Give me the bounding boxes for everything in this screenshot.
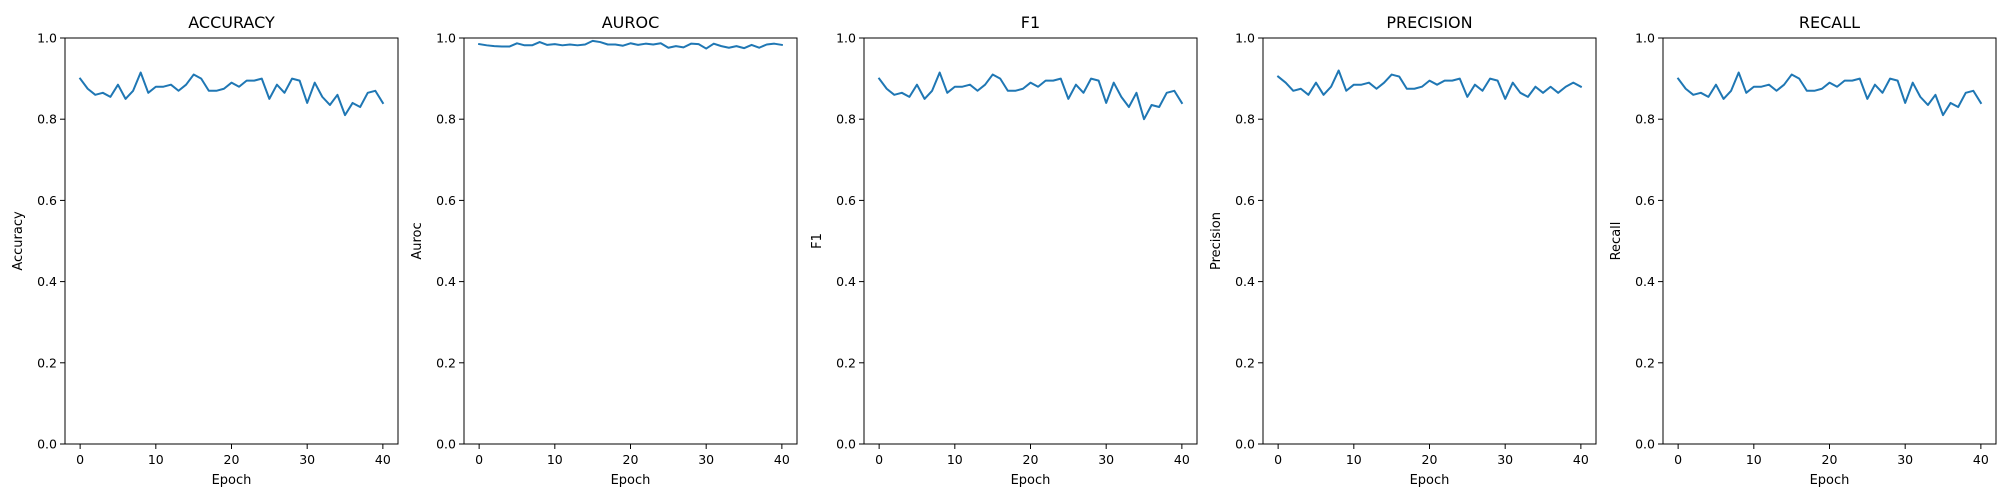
x-tick-label-recall-30: 30 [1897,452,1913,467]
y-tick-label-f1-1.0: 1.0 [836,31,856,46]
plot-frame-precision [1262,37,1597,445]
x-tick-label-accuracy-10: 10 [148,452,164,467]
series-line-auroc [477,39,784,50]
x-tick-label-precision-20: 20 [1422,452,1438,467]
x-tick-label-auroc-10: 10 [547,452,563,467]
x-tick-label-recall-40: 40 [1973,452,1989,467]
chart-title-recall: RECALL [1799,13,1860,32]
y-tick-label-auroc-0.0: 0.0 [436,437,456,452]
y-tick-label-recall-0.0: 0.0 [1635,437,1655,452]
x-tick-label-f1-40: 40 [1174,452,1190,467]
x-tick-label-f1-20: 20 [1023,452,1039,467]
chart-title-precision: PRECISION [1386,13,1472,32]
x-tick-label-precision-0: 0 [1274,452,1282,467]
y-tick-label-precision-0.2: 0.2 [1235,355,1255,370]
panel-f1: 0 10 20 30 40 0.0 0.2 0.4 0.6 0.8 1.0 F1 Epoch F1 [810,13,1198,488]
y-tick-label-auroc-0.6: 0.6 [436,193,456,208]
x-tick-label-f1-0: 0 [875,452,883,467]
y-axis-label-recall: Recall [1609,222,1624,261]
y-tick-label-accuracy-0.6: 0.6 [37,193,57,208]
x-axis-label-accuracy: Epoch [212,473,252,488]
y-tick-label-auroc-0.4: 0.4 [436,274,456,289]
y-tick-label-f1-0.6: 0.6 [836,193,856,208]
x-tick-label-recall-20: 20 [1822,452,1838,467]
x-tick-label-accuracy-40: 40 [375,452,391,467]
y-tick-label-recall-1.0: 1.0 [1635,31,1655,46]
series-line-precision [1276,69,1583,100]
y-tick-label-auroc-1.0: 1.0 [436,31,456,46]
x-tick-label-f1-30: 30 [1098,452,1114,467]
y-tick-label-recall-0.6: 0.6 [1635,193,1655,208]
plot-frame-f1 [863,37,1198,445]
y-axis-label-precision: Precision [1209,212,1224,270]
y-tick-label-recall-0.2: 0.2 [1635,355,1655,370]
chart-title-auroc: AUROC [602,13,660,32]
y-tick-label-auroc-0.8: 0.8 [436,112,456,127]
x-tick-label-precision-10: 10 [1346,452,1362,467]
series-line-recall [1676,71,1983,117]
series-line-accuracy [78,71,385,117]
x-axis-label-precision: Epoch [1410,473,1450,488]
y-tick-label-precision-0.6: 0.6 [1235,193,1255,208]
panel-precision: 0 10 20 30 40 0.0 0.2 0.4 0.6 0.8 1.0 PRECISION Epoc… [1209,13,1597,488]
y-tick-label-f1-0.4: 0.4 [836,274,856,289]
panel-recall: 0 10 20 30 40 0.0 0.2 0.4 0.6 0.8 1.0 RECALL Epoch Re… [1609,13,1997,488]
panel-accuracy: 0 10 20 30 40 0.0 0.2 0.4 0.6 0.8 1.0 ACCURACY Epoch… [11,13,399,488]
y-tick-label-precision-0.4: 0.4 [1235,274,1255,289]
y-tick-label-f1-0.8: 0.8 [836,112,856,127]
x-tick-label-recall-10: 10 [1746,452,1762,467]
chart-title-f1: F1 [1021,13,1040,32]
x-tick-label-precision-40: 40 [1573,452,1589,467]
x-tick-label-auroc-40: 40 [774,452,790,467]
x-tick-label-accuracy-0: 0 [76,452,84,467]
x-tick-label-auroc-0: 0 [475,452,483,467]
panel-auroc: 0 10 20 30 40 0.0 0.2 0.4 0.6 0.8 1.0 AUROC Epoch Aur… [410,13,798,488]
y-tick-label-recall-0.4: 0.4 [1635,274,1655,289]
y-tick-label-accuracy-0.2: 0.2 [37,355,57,370]
x-tick-label-auroc-30: 30 [698,452,714,467]
x-tick-label-accuracy-30: 30 [299,452,315,467]
chart-title-accuracy: ACCURACY [188,13,275,32]
series-line-f1 [877,71,1184,121]
y-tick-label-precision-0.0: 0.0 [1235,437,1255,452]
y-tick-label-f1-0.2: 0.2 [836,355,856,370]
y-tick-label-auroc-0.2: 0.2 [436,355,456,370]
y-tick-label-precision-1.0: 1.0 [1235,31,1255,46]
x-tick-label-f1-10: 10 [947,452,963,467]
y-tick-label-accuracy-0.0: 0.0 [37,437,57,452]
x-axis-label-f1: Epoch [1011,473,1051,488]
y-tick-label-f1-0.0: 0.0 [836,437,856,452]
plot-frame-accuracy [64,37,399,445]
x-axis-label-recall: Epoch [1810,473,1850,488]
y-tick-label-precision-0.8: 0.8 [1235,112,1255,127]
plot-frame-recall [1662,37,1997,445]
x-tick-label-precision-30: 30 [1497,452,1513,467]
x-tick-label-auroc-20: 20 [623,452,639,467]
y-axis-label-auroc: Auroc [410,222,425,259]
y-tick-label-recall-0.8: 0.8 [1635,112,1655,127]
x-axis-label-auroc: Epoch [611,473,651,488]
y-tick-label-accuracy-0.4: 0.4 [37,274,57,289]
y-tick-label-accuracy-1.0: 1.0 [37,31,57,46]
y-axis-label-accuracy: Accuracy [11,211,26,271]
plot-frame-auroc [463,37,798,445]
y-axis-label-f1: F1 [810,233,825,249]
x-tick-label-recall-0: 0 [1674,452,1682,467]
y-tick-label-accuracy-0.8: 0.8 [37,112,57,127]
x-tick-label-accuracy-20: 20 [224,452,240,467]
